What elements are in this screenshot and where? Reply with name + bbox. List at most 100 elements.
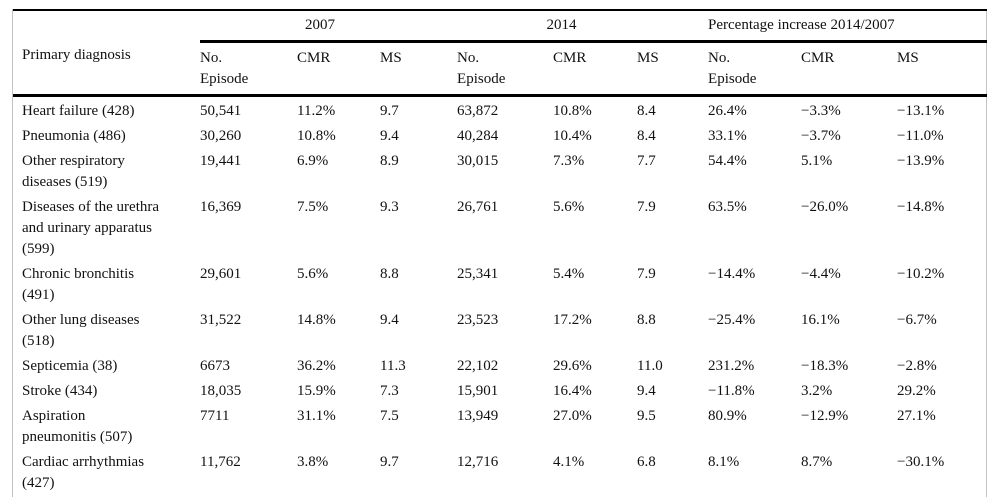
value-cell: 11.0 [637, 357, 663, 374]
group-header-row: Primary diagnosis 2007 2014 Percentage i… [13, 9, 988, 97]
value-cell: 1.9% [801, 495, 898, 497]
value-cell: 7.5 [380, 407, 399, 424]
value-cell: 8.8 [637, 311, 656, 328]
value-cell: 5.4% [553, 265, 585, 282]
value-cell: 30,015 [457, 152, 499, 169]
value-cell: 7711 [200, 407, 230, 424]
value-cell: 10.8% [553, 102, 592, 119]
value-cell: −18.3% [801, 357, 849, 374]
subheader-no-episode-2014: No. Episode [457, 41, 554, 97]
value-cell: 6.9% [297, 152, 329, 169]
value-cell: 22,102 [457, 357, 499, 374]
value-cell: 31.1% [297, 407, 336, 424]
value-cell: 26.4% [708, 102, 747, 119]
diagnosis-label: Chronic bronchitis (491) [22, 265, 135, 303]
value-cell: −12.4% [897, 495, 988, 497]
diagnosis-label: Diseases of the urethra and urinary appa… [22, 198, 160, 257]
value-cell: 11,762 [200, 453, 241, 470]
value-cell: 5.6% [297, 265, 329, 282]
group-header-2007: 2007 [200, 9, 458, 43]
subheader-row: No. Episode CMR MS No. Episode CMR MS No… [13, 41, 988, 97]
value-cell: −11.8% [708, 382, 755, 399]
subheader-ms-increase: MS [897, 41, 988, 97]
value-cell: 9.4 [637, 382, 656, 399]
diagnosis-label: Other respiratory diseases (519) [22, 152, 125, 190]
value-cell: 26,761 [457, 198, 499, 215]
group-header-2014: 2014 [457, 9, 709, 43]
diagnosis-cell: Other respiratory diseases (519) [13, 149, 200, 195]
value-cell: −6.7% [897, 311, 937, 328]
value-cell: 7.9 [637, 198, 656, 215]
value-cell: 7.7 [637, 152, 656, 169]
value-cell: 584,216 [200, 495, 297, 497]
value-cell: 9.3 [380, 198, 399, 215]
value-cell: 10.1% [553, 495, 638, 497]
subheader-no-episode-increase: No. Episode [708, 41, 802, 97]
value-cell: −13.1% [897, 102, 945, 119]
value-cell: 4.1% [553, 453, 585, 470]
table-row: Cardiac arrhythmias (427) 11,762 3.8% 9.7 12… [13, 450, 987, 496]
value-cell: 8.1% [708, 453, 740, 470]
value-cell: −13.9% [897, 152, 945, 169]
table-row: Pneumonia (486) 30,260 10.8% 9.4 40,284 10.4%… [13, 124, 987, 149]
value-cell: −14.8% [897, 198, 945, 215]
value-cell: 29,601 [200, 265, 242, 282]
table-row: Diseases of the urethra and urinary appa… [13, 195, 987, 262]
diagnosis-label: Cardiac arrhythmias (427) [22, 453, 145, 491]
diagnosis-cell: Pneumonia (486) [13, 124, 200, 149]
value-cell: 15,901 [457, 382, 499, 399]
value-cell: 11.3 [380, 357, 406, 374]
subheader-cmr-2007: CMR [297, 41, 380, 97]
diagnosis-label: Septicemia (38) [22, 357, 118, 374]
value-cell: −10.2% [897, 265, 945, 282]
diagnosis-cell: Cardiac arrhythmias (427) [13, 450, 200, 496]
table-row: Septicemia (38) 6673 36.2% 11.3 22,102 29.6% 1… [13, 354, 987, 379]
value-cell: 14.8% [297, 311, 336, 328]
value-cell: 7.9 [637, 265, 656, 282]
table-row: Other respiratory diseases (519) 19,441 6.… [13, 149, 987, 195]
value-cell: −3.3% [801, 102, 841, 119]
value-cell: 9.9% [297, 495, 380, 497]
value-cell: 12,716 [457, 453, 499, 470]
value-cell: 14.3% [708, 495, 802, 497]
value-cell: 9.9 [380, 495, 458, 497]
value-cell: 17.2% [553, 311, 592, 328]
value-cell: 30,260 [200, 127, 242, 144]
diagnosis-cell: Heart failure (428) [13, 95, 200, 124]
diagnosis-cell: Septicemia (38) [13, 354, 200, 379]
table-row: Total584,2169.9%9.9667,62410.1%8.714.3%1… [13, 495, 988, 497]
subheader-label: No. Episode [708, 49, 757, 87]
table-row: Aspiration pneumonitis (507) 7711 31.1% 7.5… [13, 404, 987, 450]
subheader-label: No. Episode [200, 49, 249, 87]
value-cell: 9.7 [380, 453, 399, 470]
diagnosis-cell: Other lung diseases (518) [13, 308, 200, 354]
value-cell: 11.2% [297, 102, 336, 119]
value-cell: 10.4% [553, 127, 592, 144]
value-cell: 8.9 [380, 152, 399, 169]
value-cell: 7.3 [380, 382, 399, 399]
value-cell: 63.5% [708, 198, 747, 215]
value-cell: −30.1% [897, 453, 945, 470]
diagnosis-cell: Chronic bronchitis (491) [13, 262, 200, 308]
value-cell: 6.8 [637, 453, 656, 470]
subheader-label: No. Episode [457, 49, 506, 87]
value-cell: 29.2% [897, 382, 936, 399]
value-cell: 80.9% [708, 407, 747, 424]
value-cell: 40,284 [457, 127, 499, 144]
diagnosis-label: Other lung diseases (518) [22, 311, 140, 349]
value-cell: −3.7% [801, 127, 841, 144]
diagnosis-comparison-table: Primary diagnosis 2007 2014 Percentage i… [12, 9, 988, 497]
value-cell: −14.4% [708, 265, 756, 282]
diagnosis-cell: Aspiration pneumonitis (507) [13, 404, 200, 450]
diagnosis-cell: Diseases of the urethra and urinary appa… [13, 195, 200, 262]
value-cell: 54.4% [708, 152, 747, 169]
value-cell: 9.4 [380, 311, 399, 328]
value-cell: 31,522 [200, 311, 242, 328]
diagnosis-label: Aspiration pneumonitis (507) [22, 407, 133, 445]
value-cell: 18,035 [200, 382, 242, 399]
table-body: Heart failure (428) 50,541 11.2% 9.7 63,872 1… [13, 95, 988, 497]
value-cell: −26.0% [801, 198, 849, 215]
diagnosis-label: Heart failure (428) [22, 102, 135, 119]
value-cell: 8.7 [637, 495, 709, 497]
value-cell: 36.2% [297, 357, 336, 374]
